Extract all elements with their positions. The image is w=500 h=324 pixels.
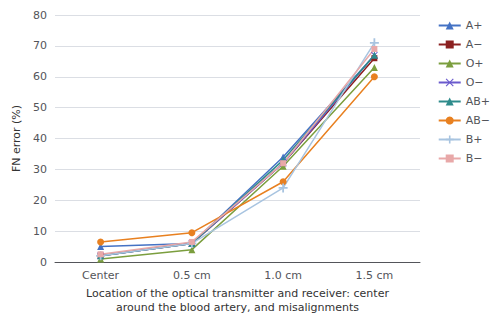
svg-text:50: 50 [33,101,47,114]
svg-text:around the blood artery, and m: around the blood artery, and misalignmen… [116,301,359,314]
svg-text:AB+: AB+ [466,95,490,108]
svg-text:B+: B+ [466,133,483,146]
svg-text:A+: A+ [466,19,483,32]
svg-text:Location of the optical transm: Location of the optical transmitter and … [86,287,389,300]
svg-text:B−: B− [466,152,483,165]
svg-text:1.0 cm: 1.0 cm [264,269,302,282]
svg-text:40: 40 [33,132,47,145]
svg-text:30: 30 [33,163,47,176]
svg-text:0.5 cm: 0.5 cm [173,269,211,282]
svg-text:AB−: AB− [466,114,490,127]
svg-text:Center: Center [82,269,120,282]
svg-text:80: 80 [33,9,47,22]
svg-text:FN error (%): FN error (%) [10,105,23,172]
svg-text:70: 70 [33,39,47,52]
svg-text:1.5 cm: 1.5 cm [355,269,393,282]
svg-text:60: 60 [33,70,47,83]
svg-text:20: 20 [33,194,47,207]
svg-text:O−: O− [466,76,484,89]
svg-text:A−: A− [466,38,483,51]
svg-text:O+: O+ [466,57,484,70]
svg-text:0: 0 [40,256,47,269]
svg-text:10: 10 [33,225,47,238]
